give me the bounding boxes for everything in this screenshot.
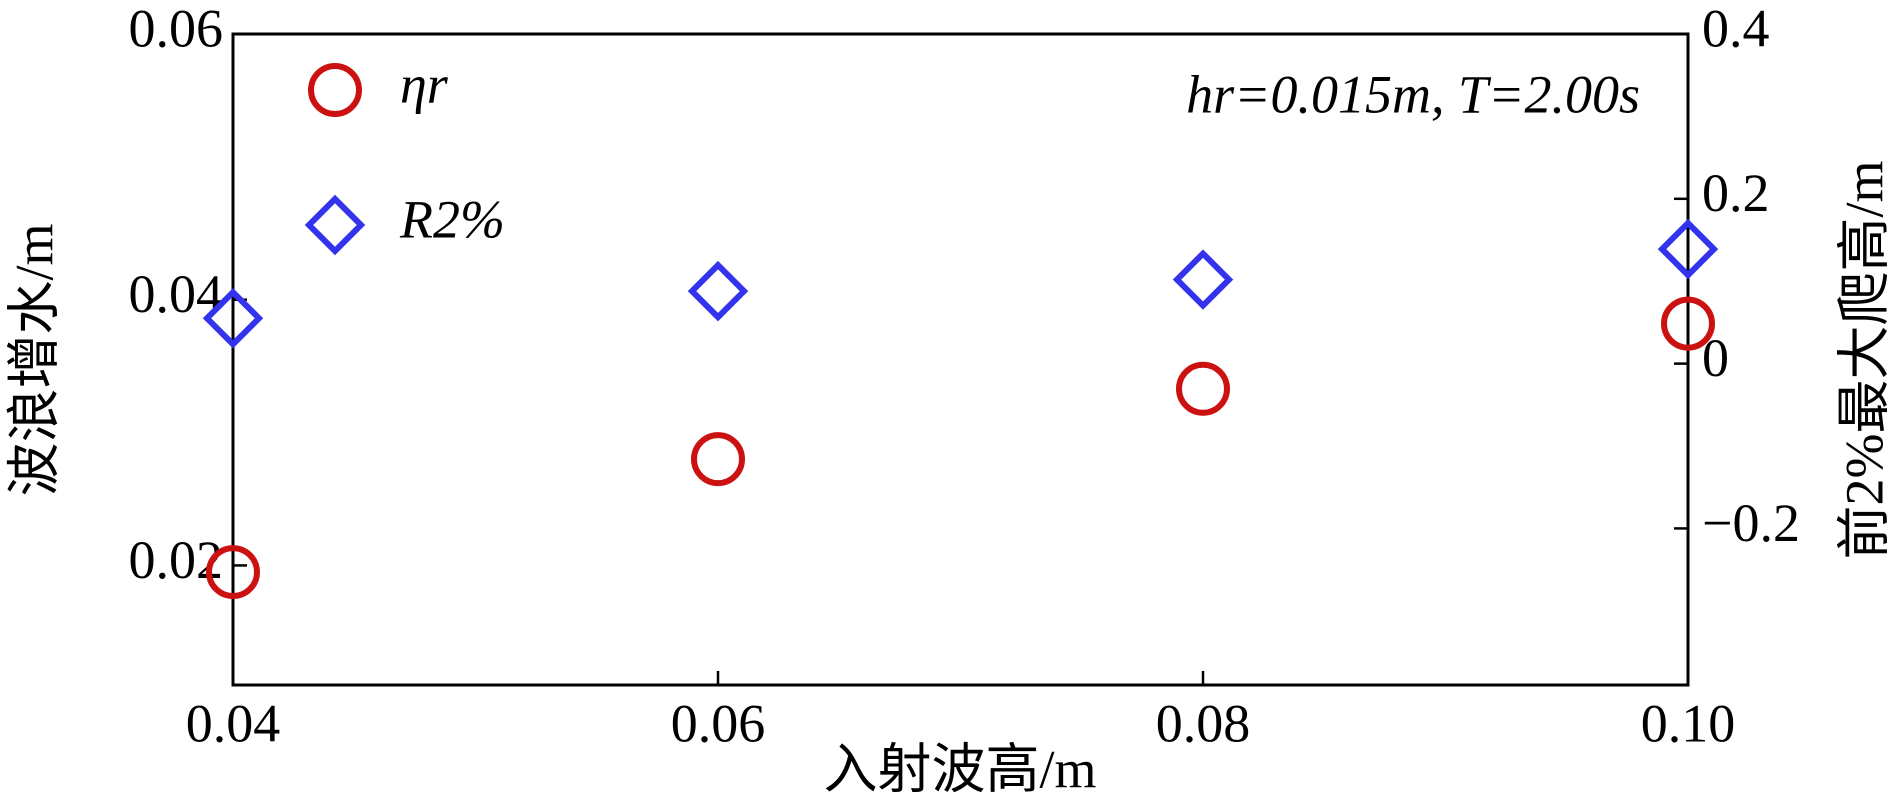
point [1176, 361, 1230, 416]
legend-label: ηr [400, 54, 449, 114]
x-tick-label: 0.10 [1641, 693, 1736, 753]
x-axis-label: 入射波高/m [823, 739, 1096, 799]
x-tick-label: 0.08 [1156, 693, 1251, 753]
annotation: hr=0.015m, T=2.00s [1186, 64, 1640, 124]
plot-frame [231, 32, 1690, 687]
legend-label: R2% [399, 189, 505, 249]
point [1657, 218, 1719, 280]
y2-tick-label: 0.2 [1702, 163, 1770, 223]
point [206, 545, 260, 600]
y-axis-label: 波浪增水/m [4, 223, 64, 496]
y2-axis-label: 前2%最大爬高/m [1834, 161, 1894, 560]
y2-tick-label: −0.2 [1702, 493, 1800, 553]
x-tick-label: 0.04 [186, 693, 281, 753]
legend-marker [308, 63, 362, 117]
point [691, 432, 745, 487]
y-tick-label: 0.06 [129, 0, 224, 58]
point [1661, 296, 1715, 351]
x-tick-label: 0.06 [671, 693, 766, 753]
point [1172, 249, 1234, 310]
point [687, 260, 749, 322]
y2-tick-label: 0.4 [1702, 0, 1770, 58]
point [202, 288, 264, 349]
legend-marker [304, 194, 366, 256]
